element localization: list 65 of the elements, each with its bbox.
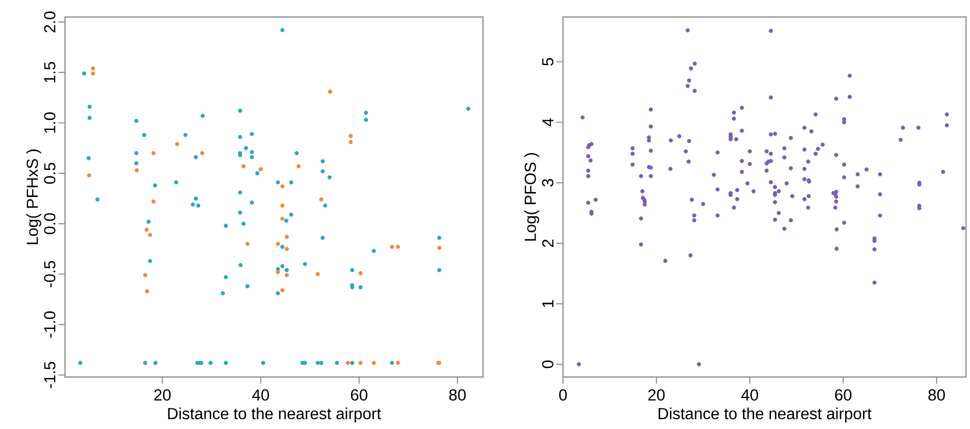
point xyxy=(284,273,289,278)
point xyxy=(284,246,289,251)
y-tick-label: 1 xyxy=(542,300,554,308)
y-tick-label: -1.0 xyxy=(44,311,56,338)
y-tick-label: 0.5 xyxy=(44,162,56,184)
point xyxy=(258,167,263,172)
point xyxy=(346,360,350,365)
point xyxy=(148,232,152,237)
point xyxy=(175,142,180,146)
point xyxy=(390,244,394,249)
point xyxy=(87,173,92,178)
point xyxy=(245,242,250,246)
point xyxy=(144,228,149,232)
y-axis-title: Log( PFOS ) xyxy=(524,153,540,241)
point xyxy=(143,273,148,278)
point xyxy=(280,216,284,221)
y-tick-label: 0.0 xyxy=(44,213,56,234)
point xyxy=(348,140,353,144)
x-tick-label: 80 xyxy=(928,389,945,401)
point xyxy=(280,288,284,292)
point xyxy=(90,66,96,70)
point xyxy=(280,184,284,188)
x-axis-title: Distance to the nearest airport xyxy=(658,408,872,422)
x-tick-label: 20 xyxy=(154,389,171,401)
x-tick-label: 60 xyxy=(835,389,852,401)
point xyxy=(134,168,139,172)
point xyxy=(151,151,156,156)
y-tick-label: 2.0 xyxy=(44,12,56,32)
point xyxy=(151,199,156,204)
point xyxy=(328,90,332,94)
y-tick-label: 3 xyxy=(542,179,554,187)
y-tick-label: 1.0 xyxy=(44,112,56,133)
point xyxy=(316,272,320,276)
point xyxy=(396,360,400,365)
y-tick-label: 2 xyxy=(542,240,554,247)
point xyxy=(145,289,150,294)
point xyxy=(90,71,96,76)
y-tick-label: 4 xyxy=(542,118,554,126)
x-tick-label: 60 xyxy=(350,389,368,401)
point xyxy=(319,197,324,202)
point xyxy=(280,204,284,208)
x-tick-label: 80 xyxy=(449,389,466,401)
y-axis-title: Log( PFHxS ) xyxy=(26,150,42,244)
point xyxy=(348,134,353,138)
point xyxy=(241,164,246,168)
point xyxy=(296,164,301,168)
x-tick-label: 20 xyxy=(648,389,665,401)
y-tick-label: -1.5 xyxy=(44,362,56,388)
y-tick-label: -0.5 xyxy=(44,261,56,288)
point xyxy=(396,244,400,249)
x-tick-label: 40 xyxy=(741,389,758,401)
y-tick-label: 0 xyxy=(542,360,554,368)
x-axis-title: Distance to the nearest airport xyxy=(168,408,382,422)
point xyxy=(437,246,442,250)
point xyxy=(372,360,376,365)
y-tick-label: 5 xyxy=(542,58,554,66)
point xyxy=(200,151,204,156)
x-tick-label: 0 xyxy=(559,389,567,401)
point xyxy=(276,270,280,274)
point xyxy=(358,271,363,276)
point xyxy=(358,360,363,365)
point xyxy=(284,234,289,239)
point xyxy=(276,242,280,246)
x-tick-label: 40 xyxy=(252,389,270,401)
y-tick-label: 1.5 xyxy=(44,62,56,82)
